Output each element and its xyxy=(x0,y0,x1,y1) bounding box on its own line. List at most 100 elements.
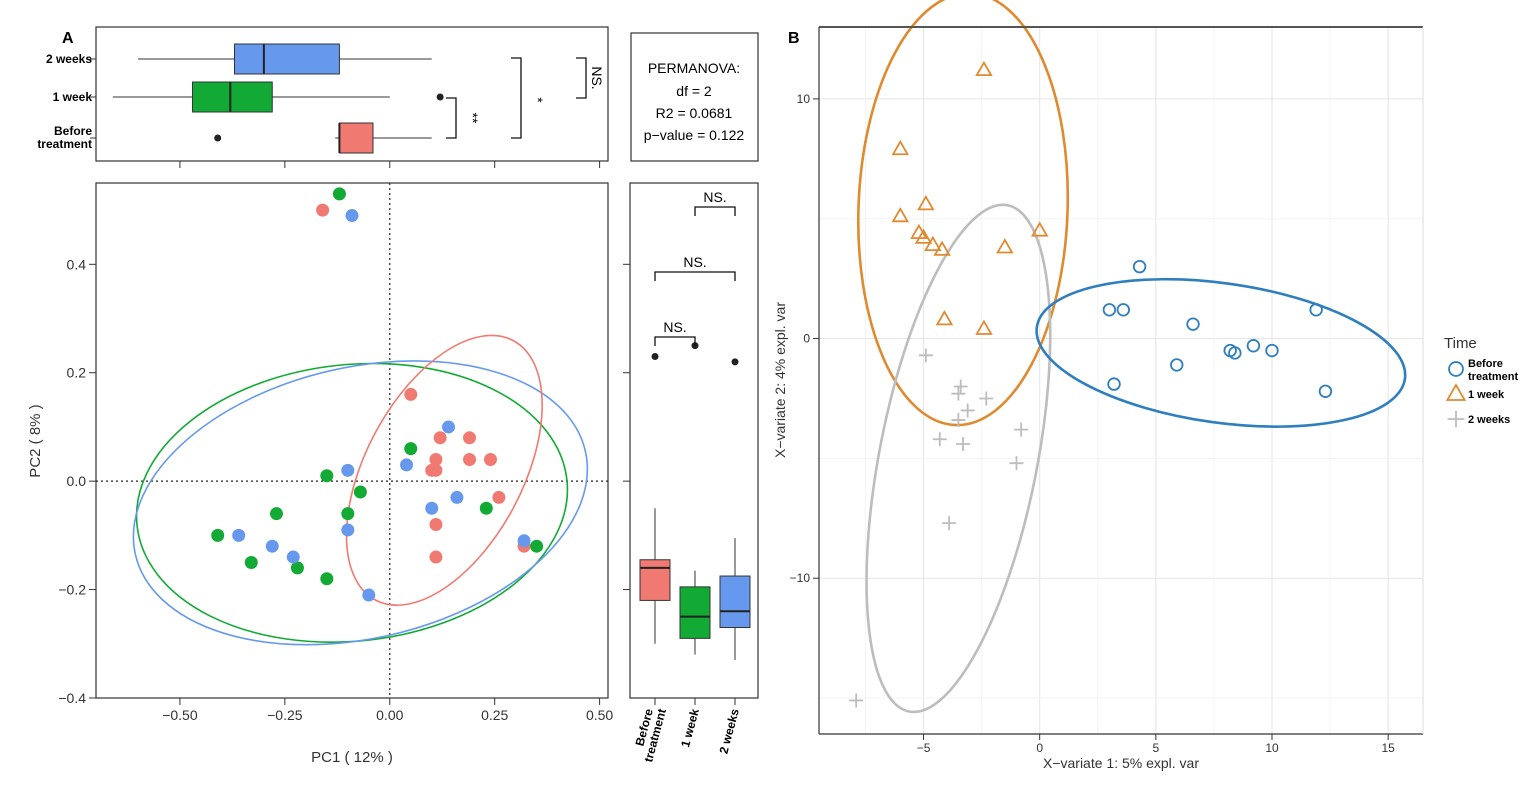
pcoa-plot: −0.50 −0.25 0.00 0.25 0.50 −0.4 −0.2 0.0 0.2 0.4 P… xyxy=(27,183,613,766)
point-before xyxy=(492,490,506,504)
point-week2 xyxy=(345,209,359,223)
ellipse-b_week1 xyxy=(856,0,1070,427)
point-before xyxy=(429,518,443,532)
point-b_before xyxy=(1246,339,1261,353)
legend-label: Before xyxy=(1468,358,1503,370)
outlier-point xyxy=(436,93,444,101)
point-b_week1 xyxy=(917,195,935,211)
point-week1 xyxy=(244,555,258,569)
point-before xyxy=(463,452,477,466)
y-tick-label: 0.4 xyxy=(67,256,87,272)
point-week1 xyxy=(290,561,304,575)
point-b_week1 xyxy=(924,235,942,251)
point-b_before xyxy=(1186,317,1200,331)
point-b_week1 xyxy=(975,60,993,77)
y-axis-label: X−variate 2: 4% expl. var xyxy=(772,302,788,458)
point-b_week2 xyxy=(932,432,947,447)
plsda-plot: −5 0 5 10 15 −10 0 10 X−variate 1: 5% expl. var X… xyxy=(772,0,1423,771)
point-b_before xyxy=(1102,303,1117,317)
point-b_week2 xyxy=(953,379,968,394)
legend-title: Time xyxy=(1444,335,1477,352)
point-b_week2 xyxy=(942,516,957,531)
point-b_before xyxy=(1265,343,1279,358)
point-week2 xyxy=(286,550,300,564)
legend-label: treatment xyxy=(1468,371,1518,383)
point-b_before xyxy=(1309,303,1323,317)
point-before xyxy=(316,203,330,217)
point-b_week1 xyxy=(975,319,993,335)
point-week2 xyxy=(265,539,279,553)
point-b_week2 xyxy=(956,437,971,452)
x-tick-label: 10 xyxy=(1265,741,1279,755)
significance-bracket xyxy=(654,271,736,281)
outlier-point xyxy=(214,134,222,142)
category-label: 2 weeks xyxy=(716,707,742,755)
point-b_week2 xyxy=(1014,422,1029,437)
point-week1 xyxy=(332,187,346,201)
significance-bracket xyxy=(446,97,457,139)
permanova-df: df = 2 xyxy=(676,83,712,99)
significance-bracket xyxy=(576,57,587,99)
point-b_week2 xyxy=(918,348,933,363)
box-week2 xyxy=(719,575,751,629)
box-before xyxy=(338,122,374,154)
point-b_week2 xyxy=(951,413,966,428)
box-week1 xyxy=(192,81,273,113)
point-week1 xyxy=(320,572,334,586)
panel-label-a: A xyxy=(62,30,74,47)
outlier-point xyxy=(651,352,659,360)
y-tick-label: 0.2 xyxy=(67,365,87,381)
point-b_week1 xyxy=(914,228,933,244)
x-tick-label: −0.50 xyxy=(162,707,198,723)
permanova-pvalue: p−value = 0.122 xyxy=(644,127,745,143)
point-before xyxy=(463,431,477,445)
permanova-r2: R2 = 0.0681 xyxy=(656,105,733,121)
x-tick-label: 0.50 xyxy=(586,707,613,723)
point-b_before xyxy=(1228,346,1242,360)
point-week2 xyxy=(517,534,531,548)
point-week2 xyxy=(425,501,439,515)
x-tick-label: 5 xyxy=(1153,741,1160,755)
point-b_week2 xyxy=(951,386,966,401)
point-b_week1 xyxy=(1030,221,1049,237)
point-week2 xyxy=(341,523,355,537)
point-b_week1 xyxy=(996,238,1014,254)
box-before xyxy=(639,559,671,601)
point-week1 xyxy=(211,528,225,542)
point-b_week1 xyxy=(933,240,951,256)
legend-marker-b_before xyxy=(1448,361,1464,377)
point-b_week1 xyxy=(935,310,954,326)
point-b_before xyxy=(1132,259,1147,274)
significance-bracket xyxy=(511,57,522,139)
legend-marker-b_week1 xyxy=(1445,383,1467,401)
x-tick-label: 0 xyxy=(1036,741,1043,755)
point-week1 xyxy=(479,501,493,515)
legend-label: 1 week xyxy=(1468,389,1505,401)
point-week2 xyxy=(442,420,456,434)
y-axis-label: PC2 ( 8% ) xyxy=(27,404,44,477)
y-tick-label: −10 xyxy=(790,571,811,585)
point-b_week1 xyxy=(891,139,910,156)
significance-label: NS. xyxy=(683,254,706,270)
permanova-box: PERMANOVA: df = 2 R2 = 0.0681 p−value = … xyxy=(630,32,759,162)
x-tick-label: −5 xyxy=(917,741,931,755)
permanova-title: PERMANOVA: xyxy=(648,60,740,76)
point-before xyxy=(429,452,443,466)
category-label: Before xyxy=(54,124,92,138)
panel-label-b: B xyxy=(788,30,800,47)
category-label: treatment xyxy=(37,137,92,151)
point-before xyxy=(425,463,439,477)
significance-bracket xyxy=(694,206,736,216)
ellipse-week2 xyxy=(132,360,589,646)
significance-label: * xyxy=(530,97,546,103)
point-week1 xyxy=(353,485,367,499)
category-label: 1 week xyxy=(53,90,93,104)
box-week1 xyxy=(679,586,711,639)
point-b_week2 xyxy=(960,403,975,418)
ellipse-b_before xyxy=(1035,277,1407,428)
point-week2 xyxy=(400,458,414,472)
legend-marker-b_week2 xyxy=(1447,410,1465,428)
